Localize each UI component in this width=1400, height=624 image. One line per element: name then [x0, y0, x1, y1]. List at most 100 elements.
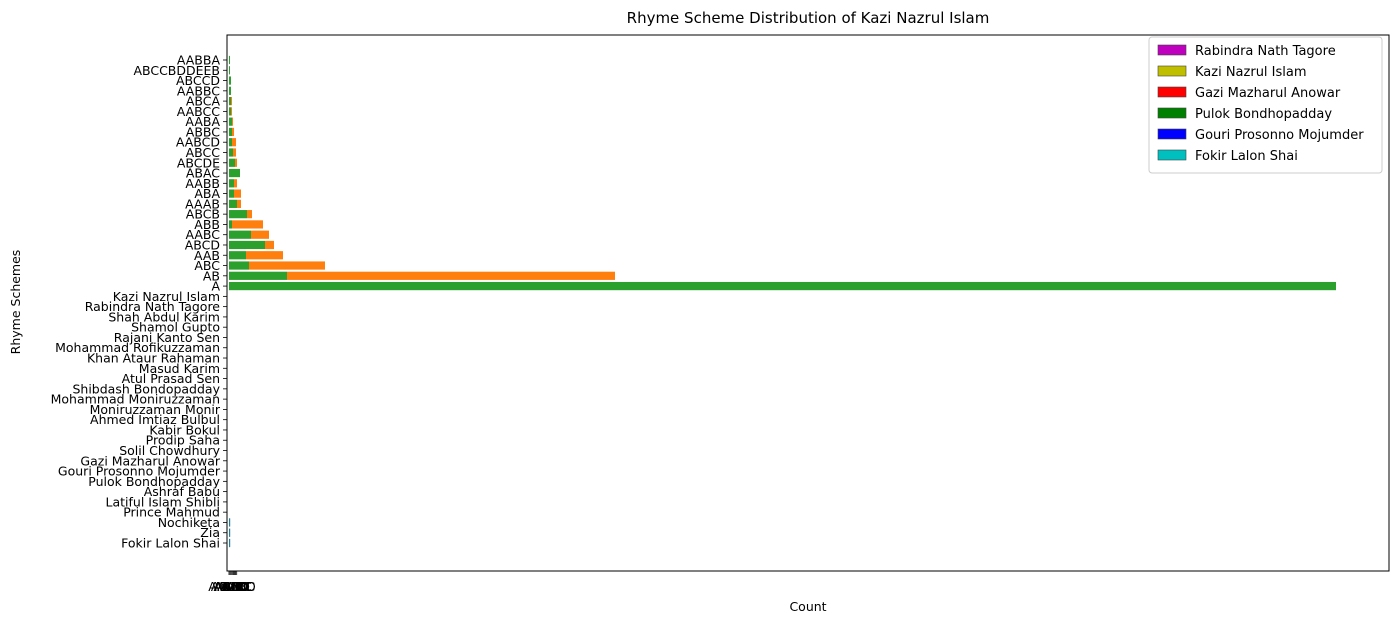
bar: [234, 189, 241, 198]
y-tick-label: AABB: [185, 176, 220, 191]
y-tick-label: ABCCBDDEEB: [133, 63, 220, 78]
y-tick-label: ABCD: [185, 237, 220, 252]
x-tick-label: ABCDD: [211, 579, 256, 594]
y-tick-label: ABAC: [186, 166, 220, 181]
y-tick-label: Prince Mahmud: [123, 505, 220, 520]
x-tick-label: AABC: [220, 579, 255, 594]
bar: [237, 199, 241, 208]
bar: [247, 210, 252, 219]
y-tick-label: ABCDE: [177, 155, 220, 170]
legend-label: Fokir Lalon Shai: [1195, 149, 1298, 164]
bar: [246, 251, 283, 260]
bar: [229, 210, 247, 219]
y-tick-label: Mohammad Moniruzzaman: [51, 392, 220, 407]
bar: [265, 240, 274, 250]
bar: [229, 179, 234, 188]
bar: [229, 55, 230, 65]
y-tick-label: Shamol Gupto: [131, 320, 220, 335]
y-tick-label: ABA: [194, 186, 220, 201]
bar: [229, 538, 231, 548]
bar: [231, 96, 232, 106]
y-tick-label: Kabir Bokul: [149, 422, 220, 437]
bar: [229, 168, 240, 178]
y-tick-label: ABCA: [186, 94, 221, 109]
y-tick-label: ABCCD: [176, 73, 220, 88]
y-tick-label: Kazi Nazrul Islam: [113, 289, 220, 304]
y-tick-label: Pulok Bondhopadday: [88, 474, 220, 489]
legend-swatch: [1157, 65, 1187, 77]
bar: [229, 127, 232, 137]
legend-swatch: [1157, 44, 1187, 56]
y-tick-label: Shibdash Bondopadday: [72, 381, 220, 396]
x-tick-label: ABC: [224, 579, 250, 594]
bar: [229, 138, 232, 147]
y-tick-label: Atul Prasad Sen: [122, 371, 220, 386]
y-tick-label: Gouri Prosonno Mojumder: [58, 464, 221, 479]
x-tick-label: ABCD: [213, 579, 248, 594]
y-tick-label: ABBC: [186, 124, 220, 139]
legend-label: Rabindra Nath Tagore: [1195, 44, 1336, 59]
bar: [233, 148, 236, 157]
bar: [229, 271, 287, 280]
legend-label: Gazi Mazharul Anowar: [1195, 86, 1341, 101]
y-axis-title: Rhyme Schemes: [8, 250, 23, 355]
chart-title: Rhyme Scheme Distribution of Kazi Nazrul…: [627, 9, 990, 27]
bar: [229, 189, 234, 198]
bar: [232, 127, 234, 137]
x-axis-title: Count: [789, 599, 826, 614]
y-tick-label: Gazi Mazharul Anowar: [80, 453, 220, 468]
bar: [229, 240, 265, 250]
y-tick-label: Solil Chowdhury: [119, 443, 220, 458]
bar: [232, 117, 233, 126]
y-tick-label: Ahmed Imtiaz Bulbul: [90, 412, 220, 427]
bar: [229, 158, 235, 167]
x-tick-label: ABBD: [215, 579, 250, 594]
legend-label: Pulok Bondhopadday: [1195, 107, 1332, 122]
legend-label: Kazi Nazrul Islam: [1195, 65, 1307, 80]
bar: [232, 138, 236, 147]
x-tick-label: AAABC: [208, 579, 252, 594]
x-tick-label: AAD: [221, 579, 248, 594]
y-tick-label: AABCD: [176, 135, 220, 150]
bar: [229, 220, 232, 229]
y-tick-label: AABCC: [177, 104, 221, 119]
y-tick-label: Rabindra Nath Tagore: [85, 299, 221, 314]
y-tick-label: AB: [203, 268, 220, 283]
legend: Rabindra Nath Tagore Kazi Nazrul Islam Gaz…: [1148, 36, 1383, 174]
bar: [229, 261, 249, 270]
bar: [249, 261, 325, 270]
y-tick-label: AAB: [194, 248, 220, 263]
legend-swatch: [1157, 107, 1187, 119]
y-tick-label: Shah Abdul Karim: [108, 309, 220, 324]
bar: [229, 148, 233, 157]
y-tick-label: A: [211, 279, 220, 294]
bar-group: [229, 55, 1336, 548]
legend-box: [1148, 36, 1383, 174]
y-tick-label: Moniruzzaman Monir: [90, 402, 221, 417]
y-tick-label: ABCC: [186, 145, 221, 160]
bar: [287, 271, 615, 280]
y-tick-label: Prodip Saha: [146, 433, 220, 448]
y-tick-label: ABC: [194, 258, 220, 273]
bar: [229, 96, 231, 106]
legend-swatch: [1157, 86, 1187, 98]
y-tick-label: Mohammad Rofikuzzaman: [55, 340, 220, 355]
y-tick-label: Nochiketa: [158, 515, 220, 530]
y-tick-label: ABCB: [186, 207, 220, 222]
bar: [232, 220, 263, 229]
y-tick-label: Rajani Kanto Sen: [114, 330, 220, 345]
y-tick-label: ABB: [194, 217, 220, 232]
legend-swatch: [1157, 128, 1187, 140]
bar: [229, 230, 251, 239]
y-tick-label: Khan Ataur Rahaman: [87, 351, 220, 366]
bar: [229, 117, 232, 126]
y-tick-label: Fokir Lalon Shai: [121, 536, 220, 551]
bar: [251, 230, 269, 239]
y-tick-label: AABA: [185, 114, 220, 129]
bar: [229, 66, 230, 75]
bar: [229, 76, 231, 85]
bar: [229, 86, 231, 95]
